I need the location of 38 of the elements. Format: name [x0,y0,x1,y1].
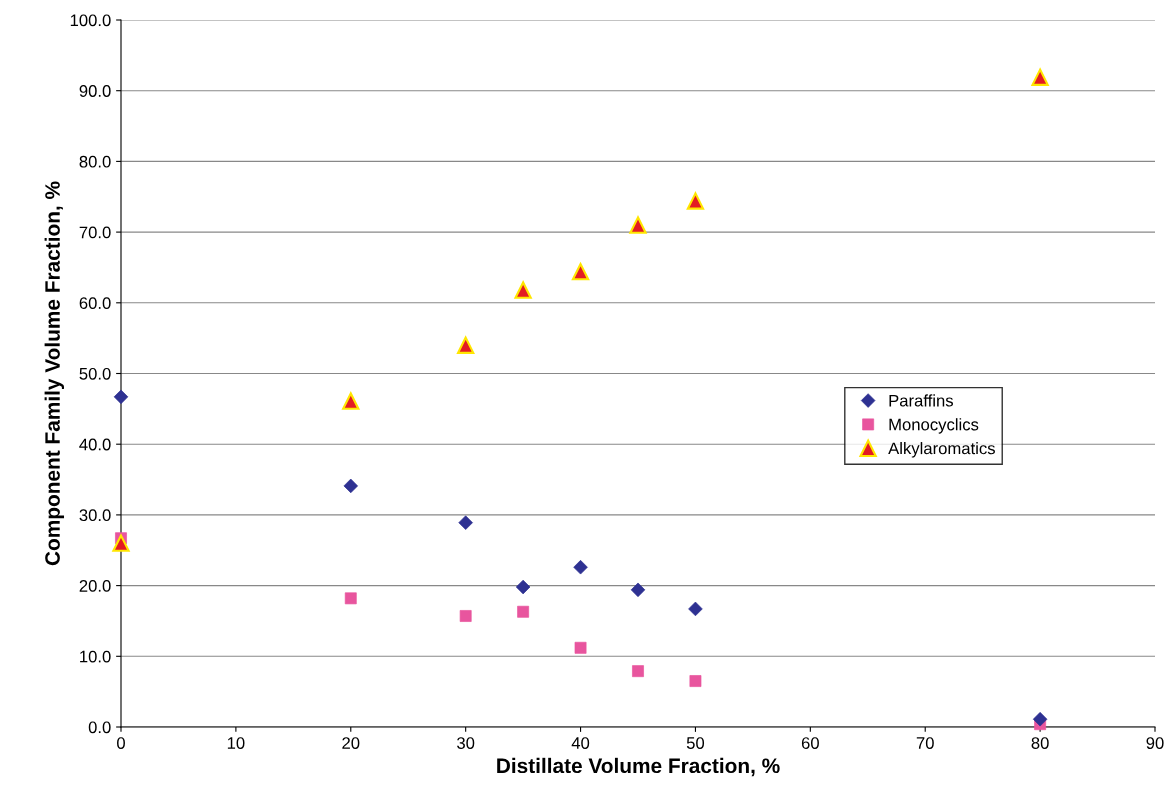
y-tick-label: 80.0 [79,155,111,168]
y-tick-label: 10.0 [80,650,111,663]
x-tick-label: 60 [801,737,819,749]
x-axis-title: Distillate Volume Fraction, % [497,757,780,777]
x-tick-label: 40 [571,737,590,749]
point [459,610,472,622]
y-tick-label: 0.0 [88,721,111,734]
y-tick-label: 100.0 [70,14,111,27]
y-tick-label: 90.0 [79,85,111,97]
x-tick-label: 80 [1031,737,1049,749]
legend-label: Paraffins [889,394,954,407]
y-axis-title: Component Family Volume Fraction, % [44,181,65,566]
x-tick-label: 70 [916,737,934,749]
point [342,392,360,410]
point [629,216,647,234]
x-tick-label: 50 [686,737,705,749]
x-tick-label: 30 [457,737,475,749]
point [686,192,705,210]
y-tick-label: 40.0 [79,438,111,451]
x-tick-label: 20 [342,737,360,749]
x-tick-label: 10 [227,737,245,749]
point [630,582,646,598]
y-tick-label: 30.0 [79,509,111,522]
x-tick-label: 90 [1146,737,1164,749]
point [456,336,475,354]
point [571,263,590,281]
point [343,478,358,494]
point [514,281,532,299]
y-tick-label: 20.0 [79,580,111,592]
legend-label: Alkylaromatics [888,442,995,458]
point [1031,68,1049,86]
point [112,534,130,552]
point [113,389,129,405]
y-tick-label: 70.0 [79,226,111,239]
legend-label: Monocyclics [889,418,979,434]
y-tick-label: 50.0 [79,367,111,380]
x-tick-label: 0 [117,737,125,749]
y-tick-label: 60.0 [79,297,111,309]
